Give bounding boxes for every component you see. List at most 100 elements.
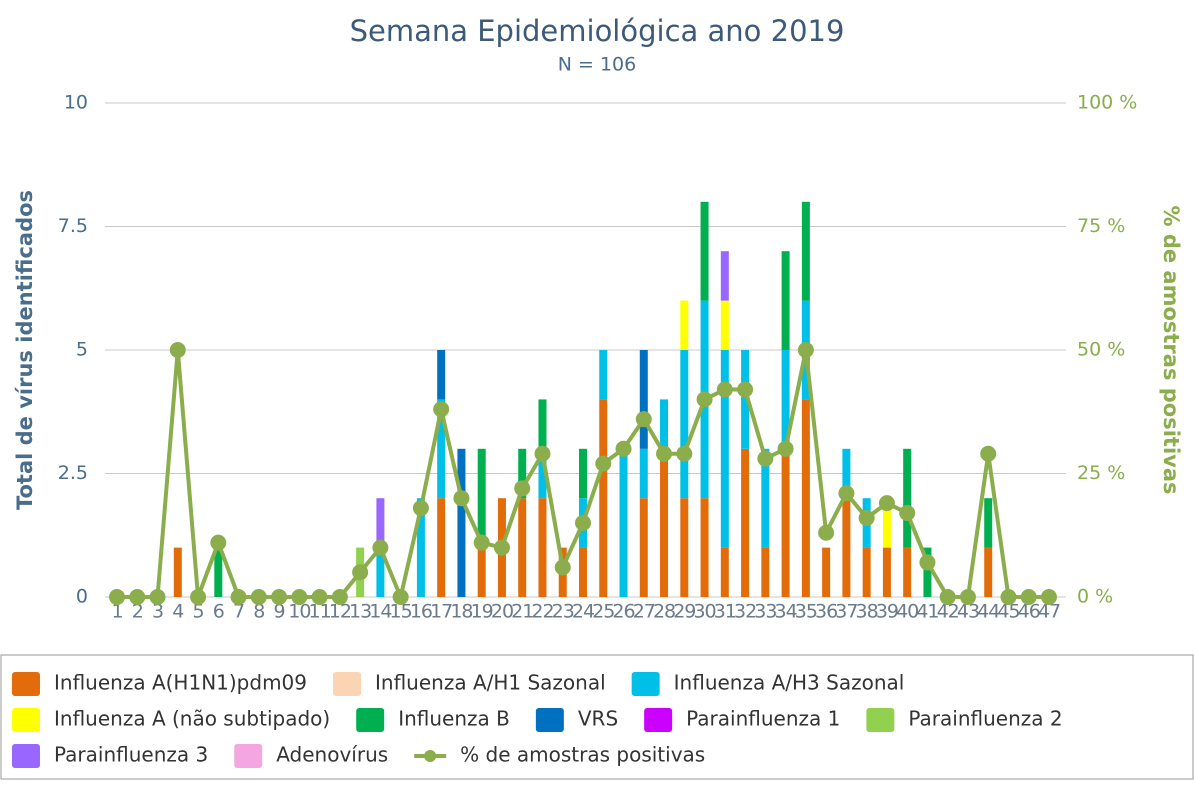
- x-tick-label: 40: [896, 601, 918, 623]
- line-point: [210, 534, 227, 551]
- legend-label[interactable]: Parainfluenza 1: [686, 707, 840, 731]
- x-tick-label: 45: [997, 601, 1019, 623]
- line-point: [514, 480, 531, 497]
- bar: [761, 448, 770, 548]
- bar: [599, 350, 608, 400]
- x-tick-label: 38: [856, 601, 878, 623]
- x-tick-label: 28: [653, 601, 675, 623]
- line-point: [493, 539, 510, 556]
- bar: [781, 448, 790, 597]
- legend-label[interactable]: Influenza A (não subtipado): [54, 707, 330, 731]
- legend-label[interactable]: Influenza A/H1 Sazonal: [375, 671, 606, 695]
- line-point: [635, 411, 652, 428]
- x-tick-label: 5: [192, 601, 203, 623]
- bar: [680, 350, 689, 499]
- bar: [984, 547, 993, 597]
- x-tick-label: 14: [369, 601, 392, 623]
- x-tick-label: 15: [390, 601, 412, 623]
- x-tick-label: 32: [734, 601, 756, 623]
- legend-label[interactable]: Parainfluenza 3: [54, 743, 208, 767]
- bar: [538, 498, 547, 597]
- bar: [761, 547, 770, 597]
- legend-label[interactable]: Parainfluenza 2: [908, 707, 1062, 731]
- bar: [720, 547, 729, 597]
- legend-label[interactable]: Influenza B: [398, 707, 510, 731]
- y2-tick-label: 50 %: [1077, 339, 1125, 361]
- x-tick-label: 12: [329, 601, 351, 623]
- x-tick-label: 24: [572, 601, 595, 623]
- bar: [781, 350, 790, 449]
- bar: [842, 448, 851, 499]
- bar: [660, 399, 669, 449]
- bar: [720, 350, 729, 548]
- bar: [801, 201, 810, 301]
- line-point: [777, 440, 794, 457]
- bar: [639, 498, 648, 597]
- legend-label[interactable]: Influenza A/H3 Sazonal: [674, 671, 905, 695]
- bar: [700, 498, 709, 597]
- x-tick-label: 3: [152, 601, 163, 623]
- bar: [538, 399, 547, 449]
- legend-label[interactable]: % de amostras positivas: [460, 743, 705, 767]
- legend-label[interactable]: Adenovírus: [276, 743, 388, 767]
- x-tick-label: 35: [795, 601, 817, 623]
- bar: [801, 399, 810, 597]
- y-tick-label: 0: [76, 586, 88, 608]
- x-tick-label: 43: [957, 601, 979, 623]
- legend-swatch: [12, 744, 40, 768]
- x-tick-label: 19: [471, 601, 493, 623]
- bar: [862, 547, 871, 597]
- line-point: [311, 589, 328, 605]
- legend-label[interactable]: Influenza A(H1N1)pdm09: [54, 671, 307, 695]
- legend-swatch: [631, 672, 660, 696]
- x-tick-label: 7: [233, 601, 244, 623]
- x-tick-label: 18: [450, 601, 472, 623]
- bar: [376, 547, 385, 597]
- bar: [660, 448, 669, 597]
- x-tick-label: 44: [977, 601, 1000, 623]
- x-tick-label: 8: [253, 601, 264, 623]
- x-tick-label: 20: [491, 601, 513, 623]
- line-point: [575, 514, 591, 531]
- x-tick-label: 1: [111, 601, 122, 623]
- line-point: [858, 509, 875, 526]
- line-point: [331, 589, 348, 605]
- bar: [437, 498, 446, 597]
- legend-swatch: [12, 672, 40, 696]
- legend-box: [0, 654, 1194, 780]
- line-point: [656, 445, 673, 462]
- legend-swatch: [12, 708, 40, 732]
- x-tick-label: 21: [511, 601, 533, 623]
- x-tick-label: 6: [213, 601, 224, 623]
- bar: [579, 547, 587, 597]
- bar: [599, 399, 608, 597]
- line-point: [878, 495, 895, 512]
- line-point: [838, 485, 855, 502]
- line-point: [899, 505, 916, 522]
- line-point: [1020, 589, 1037, 605]
- line-point: [433, 401, 450, 418]
- line-point: [291, 589, 308, 605]
- bar: [903, 547, 912, 597]
- x-tick-label: 16: [410, 601, 432, 623]
- line-point: [1000, 589, 1017, 605]
- x-tick-label: 30: [693, 601, 715, 623]
- x-tick-label: 34: [775, 601, 798, 623]
- x-tick-label: 42: [937, 601, 959, 623]
- line-point: [980, 445, 997, 462]
- line-point: [939, 589, 956, 605]
- line-point: [919, 554, 936, 571]
- bar: [477, 547, 486, 597]
- x-tick-label: 4: [172, 601, 184, 623]
- bar: [903, 448, 912, 548]
- legend-swatch: [644, 708, 673, 732]
- x-tick-label: 26: [612, 601, 634, 623]
- legend-swatch: [424, 750, 437, 762]
- legend-swatch: [866, 708, 895, 732]
- line-point: [595, 455, 612, 472]
- y-tick-label: 5: [76, 339, 88, 361]
- bar: [882, 498, 891, 548]
- legend-label[interactable]: VRS: [578, 707, 618, 731]
- line-point: [372, 539, 389, 556]
